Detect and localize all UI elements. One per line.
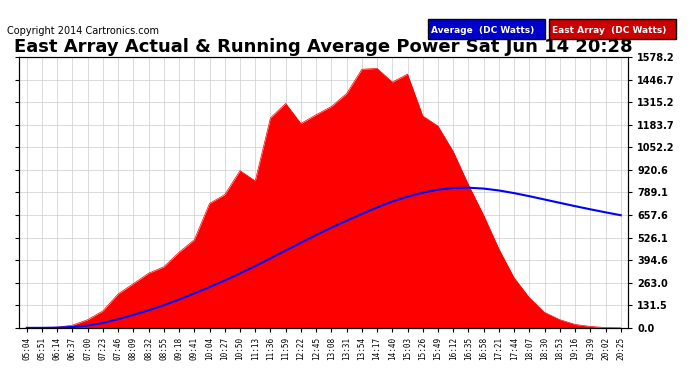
Text: Copyright 2014 Cartronics.com: Copyright 2014 Cartronics.com — [7, 26, 159, 36]
Title: East Array Actual & Running Average Power Sat Jun 14 20:28: East Array Actual & Running Average Powe… — [14, 38, 633, 56]
Text: Average  (DC Watts): Average (DC Watts) — [431, 26, 535, 34]
Text: East Array  (DC Watts): East Array (DC Watts) — [552, 26, 667, 34]
